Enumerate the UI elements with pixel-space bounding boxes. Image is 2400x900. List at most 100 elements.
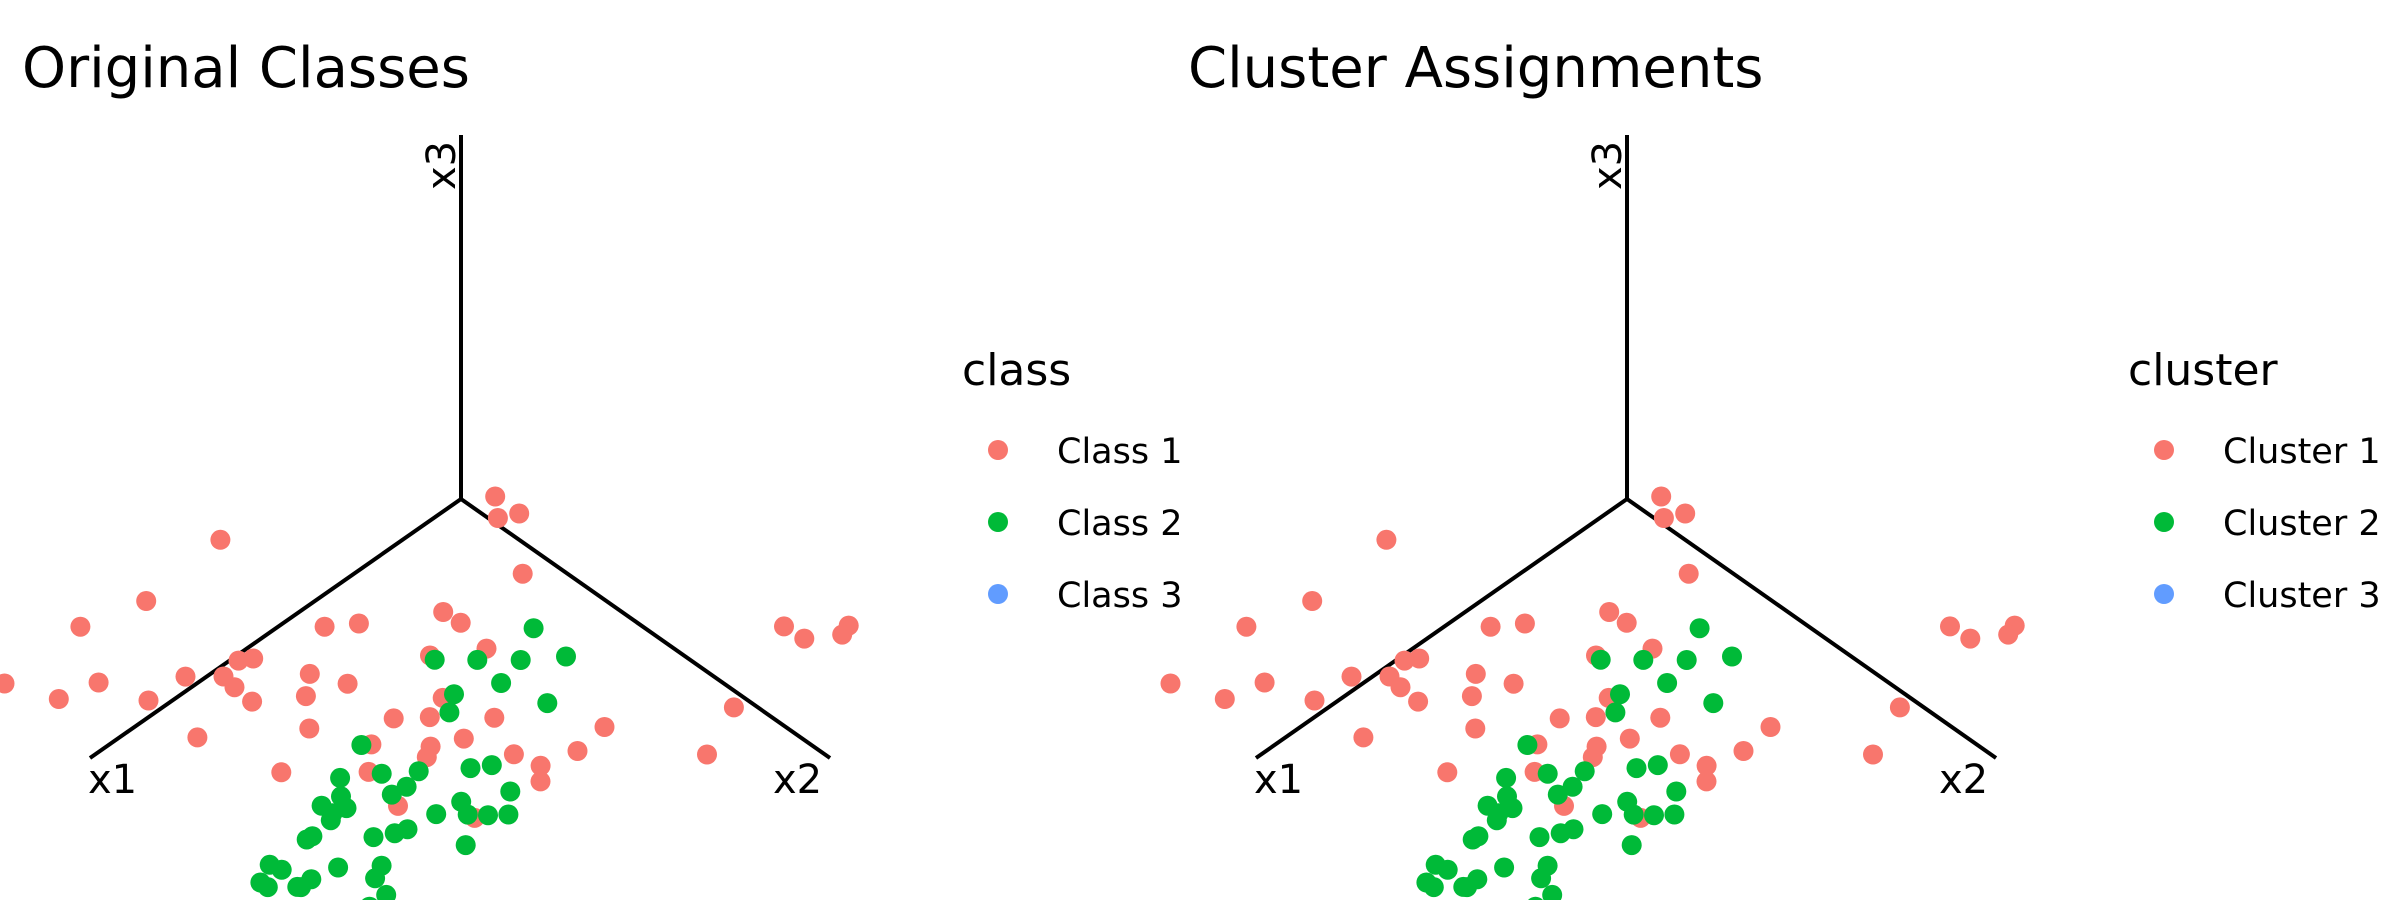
data-point [1647, 755, 1668, 776]
data-point [337, 673, 358, 694]
data-point [70, 616, 91, 637]
x1-axis-line [1254, 497, 1629, 760]
legend-item-1: Cluster 1 [2154, 432, 2381, 472]
legend-marker-2 [2154, 512, 2174, 532]
data-point [1863, 744, 1883, 765]
series-2 [1416, 618, 1742, 900]
data-point [1304, 690, 1325, 711]
data-point [1528, 896, 1543, 900]
data-point [259, 854, 280, 875]
panel-original-classes: Original Classes x3 x1 x2 class Class 1 … [0, 36, 1182, 900]
legend-label-3: Cluster 3 [2223, 576, 2381, 616]
data-point [396, 776, 417, 797]
data-point [1514, 613, 1535, 634]
data-point [1586, 736, 1607, 757]
data-point [1214, 689, 1235, 709]
data-point [794, 628, 815, 649]
data-point [243, 648, 264, 669]
data-point [478, 805, 498, 826]
x3-axis-label: x3 [1585, 141, 1631, 190]
data-point [723, 697, 744, 718]
data-point [136, 591, 157, 611]
x1-axis-line [88, 497, 463, 760]
data-point [1488, 803, 1509, 824]
data-point [1465, 663, 1486, 684]
legend-marker-3 [2154, 584, 2174, 604]
data-point [48, 689, 69, 709]
data-point [210, 529, 231, 550]
data-point [1733, 741, 1754, 761]
data-point [1689, 618, 1710, 639]
data-point [481, 755, 502, 776]
data-point [1465, 718, 1486, 739]
data-point [299, 718, 320, 739]
x3-axis-label: x3 [419, 141, 465, 190]
data-point [512, 563, 533, 584]
data-point [1517, 735, 1538, 755]
data-point [774, 616, 794, 637]
data-point [365, 868, 386, 889]
legend-item-3: Cluster 3 [2154, 576, 2381, 616]
data-point [1678, 563, 1699, 584]
data-point [433, 602, 454, 622]
data-point [1437, 762, 1458, 783]
data-point [295, 686, 316, 707]
data-point [509, 503, 530, 524]
data-point [1696, 755, 1717, 776]
x2-axis-label: x2 [1939, 757, 1988, 803]
data-point [420, 736, 441, 757]
data-point [1653, 508, 1674, 528]
data-point [450, 612, 471, 633]
data-point [1651, 486, 1672, 507]
points-layer [0, 486, 859, 900]
data-point [487, 508, 508, 528]
panel-cluster-assignments: Cluster Assignments x3 x1 x2 cluster Clu… [1160, 36, 2381, 900]
data-point [371, 763, 392, 784]
data-point [1616, 612, 1637, 633]
data-point [257, 877, 278, 898]
data-point [453, 728, 474, 749]
data-point [138, 690, 159, 711]
data-point [484, 707, 505, 728]
data-point [88, 672, 109, 693]
data-point [537, 693, 558, 714]
data-point [322, 803, 343, 824]
data-point [302, 826, 323, 847]
data-point [1461, 686, 1482, 707]
legend-marker-2 [988, 512, 1008, 532]
data-point [1529, 827, 1550, 848]
data-point [1390, 677, 1411, 698]
data-point [1605, 702, 1626, 723]
data-point [1960, 628, 1981, 649]
data-point [376, 884, 397, 900]
data-point [271, 762, 292, 783]
data-point [1619, 728, 1640, 749]
data-point [451, 791, 472, 812]
data-point [1480, 616, 1501, 637]
data-point [491, 673, 512, 693]
data-point [523, 618, 544, 639]
data-point [1549, 708, 1570, 729]
data-point [1537, 763, 1558, 784]
data-point [832, 624, 853, 645]
data-point [1703, 693, 1724, 714]
panel-title: Original Classes [22, 36, 470, 101]
data-point [530, 755, 551, 776]
data-point [1621, 835, 1642, 856]
data-point [426, 804, 447, 825]
data-point [187, 727, 208, 748]
data-point [1547, 784, 1568, 805]
series-1 [1160, 486, 2025, 828]
data-point [383, 708, 404, 729]
data-point [381, 784, 402, 805]
data-point [444, 684, 464, 705]
panel-title: Cluster Assignments [1188, 36, 1763, 101]
data-point [567, 741, 588, 761]
legend-label-2: Cluster 2 [2223, 504, 2381, 544]
data-point [0, 673, 15, 694]
data-point [1254, 672, 1275, 693]
data-point [1675, 503, 1696, 524]
series-1 [0, 486, 859, 828]
data-point [1617, 791, 1638, 812]
data-point [697, 744, 717, 765]
